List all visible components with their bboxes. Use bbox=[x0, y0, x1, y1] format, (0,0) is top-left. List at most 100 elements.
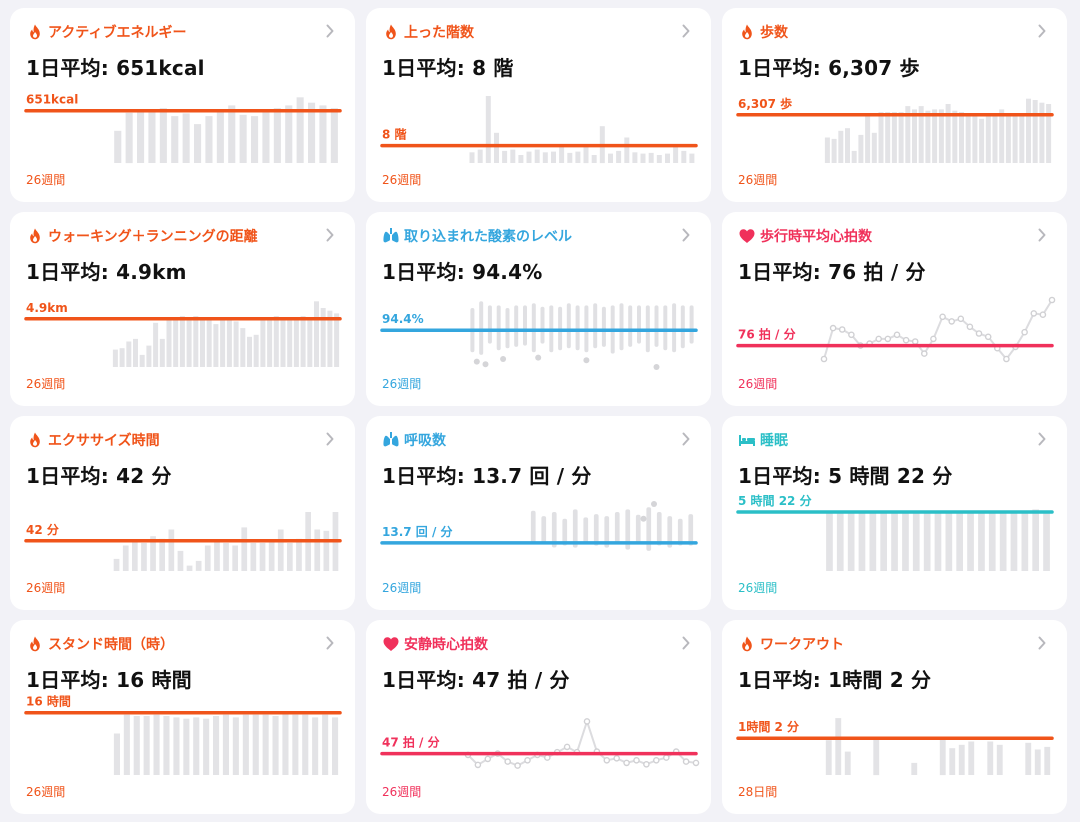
card-0[interactable]: アクティブエネルギー 1日平均: 651kcal 651kcal 26週間 bbox=[10, 8, 355, 202]
daily-average: 1日平均: 16 時間 bbox=[26, 668, 192, 692]
data-point bbox=[692, 759, 700, 767]
bar bbox=[220, 320, 226, 367]
card-5[interactable]: 歩行時平均心拍数 1日平均: 76 拍 / 分 76 拍 / 分 26週間 bbox=[722, 212, 1067, 406]
bar bbox=[1034, 749, 1041, 775]
data-point bbox=[1021, 328, 1028, 336]
bar bbox=[268, 540, 275, 571]
bar bbox=[891, 512, 898, 571]
bar bbox=[186, 318, 192, 367]
bar bbox=[510, 149, 516, 163]
data-point bbox=[662, 754, 670, 761]
bar bbox=[173, 318, 179, 367]
bar bbox=[292, 714, 299, 775]
card-header: 歩行時平均心拍数 bbox=[738, 224, 1051, 248]
card-7[interactable]: 呼吸数 1日平均: 13.7 回 / 分 13.7 回 / 分 26週間 bbox=[366, 416, 711, 610]
daily-average: 1日平均: 5 時間 22 分 bbox=[738, 464, 953, 488]
average-label: 1時間 2 分 bbox=[738, 719, 799, 734]
bar bbox=[282, 713, 289, 775]
bar bbox=[485, 96, 491, 163]
card-11[interactable]: ワークアウト 1日平均: 1時間 2 分 1時間 2 分 28日間 bbox=[722, 620, 1067, 814]
bar bbox=[987, 741, 994, 775]
chevron-right-icon[interactable] bbox=[321, 634, 339, 652]
chevron-right-icon[interactable] bbox=[1033, 634, 1051, 652]
bar bbox=[518, 155, 524, 163]
chevron-right-icon[interactable] bbox=[677, 226, 695, 244]
bar bbox=[880, 510, 887, 571]
chevron-right-icon[interactable] bbox=[1033, 430, 1051, 448]
chevron-right-icon[interactable] bbox=[677, 430, 695, 448]
chevron-right-icon[interactable] bbox=[321, 226, 339, 244]
card-header: アクティブエネルギー bbox=[26, 20, 339, 44]
range-bar bbox=[583, 517, 589, 545]
bar bbox=[241, 527, 248, 571]
card-6[interactable]: エクササイズ時間 1日平均: 42 分 42 分 26週間 bbox=[10, 416, 355, 610]
chart: 651kcal bbox=[24, 93, 342, 164]
bar bbox=[173, 717, 180, 775]
bar bbox=[182, 113, 190, 163]
card-1[interactable]: 上った階数 1日平均: 8 階 8 階 26週間 bbox=[366, 8, 711, 202]
data-point bbox=[984, 333, 992, 341]
card-9[interactable]: スタンド時間（時） 1日平均: 16 時間 16 時間 26週間 bbox=[10, 620, 355, 814]
bar bbox=[200, 320, 205, 367]
bar bbox=[945, 104, 951, 163]
range-bar bbox=[540, 306, 545, 344]
bar bbox=[826, 512, 833, 571]
bar bbox=[194, 124, 202, 163]
bar bbox=[836, 510, 844, 571]
data-point bbox=[1048, 296, 1056, 304]
daily-average: 1日平均: 13.7 回 / 分 bbox=[382, 464, 592, 488]
flame-icon bbox=[26, 635, 44, 653]
card-10[interactable]: 安静時心拍数 1日平均: 47 拍 / 分 47 拍 / 分 26週間 bbox=[366, 620, 711, 814]
bar bbox=[608, 153, 613, 163]
range-bar bbox=[593, 303, 598, 349]
period-label: 26週間 bbox=[382, 581, 422, 595]
range-bar bbox=[566, 303, 571, 349]
bar bbox=[222, 714, 229, 775]
bar bbox=[898, 112, 904, 163]
chevron-right-icon[interactable] bbox=[321, 430, 339, 448]
bar bbox=[865, 114, 871, 163]
bar bbox=[171, 116, 179, 163]
lungs-icon bbox=[382, 431, 400, 449]
card-8[interactable]: 睡眠 1日平均: 5 時間 22 分 5 時間 22 分 26週間 bbox=[722, 416, 1067, 610]
bar bbox=[1032, 509, 1039, 571]
chevron-right-icon[interactable] bbox=[677, 22, 695, 40]
bar bbox=[923, 510, 931, 571]
period-label: 26週間 bbox=[26, 377, 66, 391]
chevron-right-icon[interactable] bbox=[677, 634, 695, 652]
card-4[interactable]: 取り込まれた酸素のレベル 1日平均: 94.4% 94.4% 26週間 bbox=[366, 212, 711, 406]
daily-average: 1日平均: 42 分 bbox=[26, 464, 172, 488]
chevron-right-icon[interactable] bbox=[321, 22, 339, 40]
data-point bbox=[543, 754, 551, 761]
range-bar bbox=[614, 512, 620, 545]
bar bbox=[551, 151, 556, 163]
bar bbox=[206, 318, 212, 367]
bar bbox=[232, 545, 238, 571]
card-header: 取り込まれた酸素のレベル bbox=[382, 224, 695, 248]
bar bbox=[871, 132, 877, 163]
chart: 8 階 bbox=[380, 96, 698, 164]
bar bbox=[166, 318, 172, 367]
card-title: ウォーキング＋ランニングの距離 bbox=[48, 229, 258, 245]
bar bbox=[277, 529, 284, 571]
period-label: 26週間 bbox=[738, 173, 778, 187]
range-bar bbox=[514, 305, 519, 347]
bar bbox=[302, 714, 309, 775]
bar bbox=[616, 150, 622, 163]
bar bbox=[327, 310, 333, 367]
bar bbox=[988, 512, 996, 571]
card-header: ワークアウト bbox=[738, 632, 1051, 656]
bar bbox=[918, 106, 924, 163]
card-header: 安静時心拍数 bbox=[382, 632, 695, 656]
card-3[interactable]: ウォーキング＋ランニングの距離 1日平均: 4.9km 4.9km 26週間 bbox=[10, 212, 355, 406]
bar bbox=[858, 510, 866, 571]
chevron-right-icon[interactable] bbox=[1033, 226, 1051, 244]
bar bbox=[272, 716, 279, 775]
card-2[interactable]: 歩数 1日平均: 6,307 歩 6,307 歩 26週間 bbox=[722, 8, 1067, 202]
data-point bbox=[482, 361, 489, 368]
data-point bbox=[653, 364, 660, 370]
range-bar bbox=[625, 509, 631, 550]
chevron-right-icon[interactable] bbox=[1033, 22, 1051, 40]
bar bbox=[640, 153, 646, 163]
data-point bbox=[524, 756, 531, 764]
